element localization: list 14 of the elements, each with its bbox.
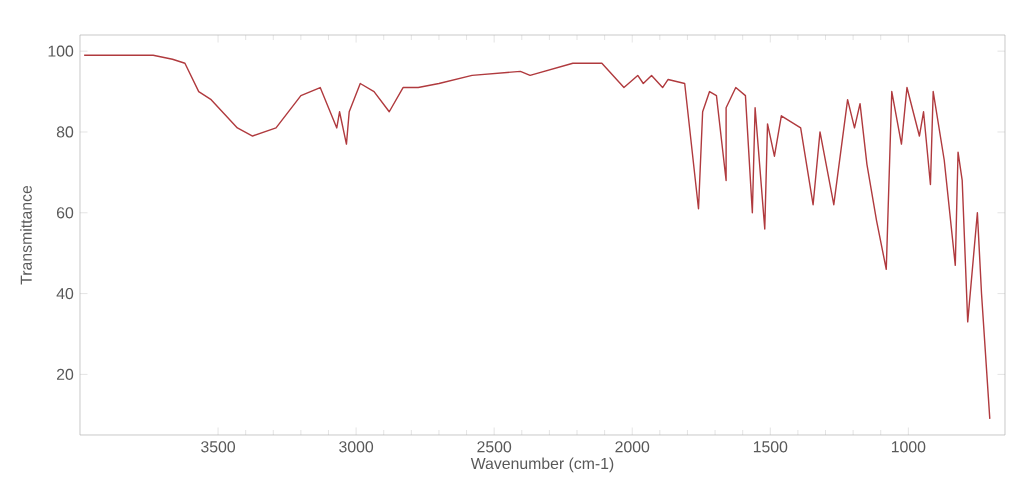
y-tick-label: 100 xyxy=(48,45,74,57)
x-tick-label: 1500 xyxy=(753,441,788,453)
x-tick-label: 2500 xyxy=(477,441,512,453)
x-tick-label: 3000 xyxy=(339,441,374,453)
y-tick-label: 20 xyxy=(56,368,74,381)
y-tick-label: 80 xyxy=(56,126,74,138)
x-tick-label: 1000 xyxy=(891,441,926,453)
y-axis-title: Transmittance xyxy=(20,185,32,285)
x-axis-title: Wavenumber (cm-1) xyxy=(470,457,614,473)
y-tick-label: 40 xyxy=(56,287,74,300)
x-tick-label: 3500 xyxy=(201,441,236,453)
x-tick-label: 2000 xyxy=(615,441,650,453)
y-tick-label: 60 xyxy=(56,207,74,219)
line-series xyxy=(83,54,991,420)
